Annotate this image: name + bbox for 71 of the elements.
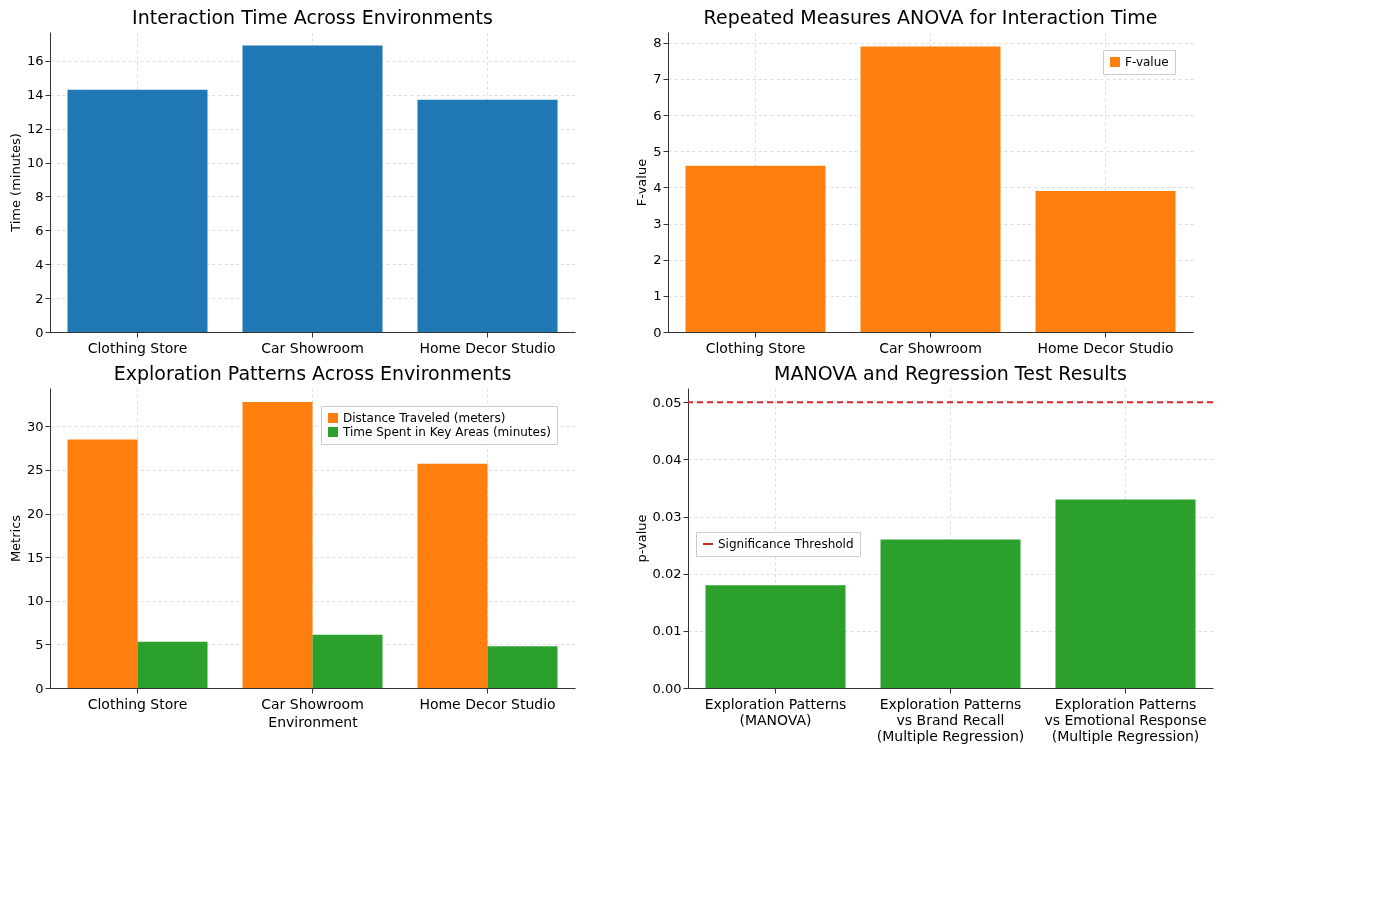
y-tick-label: 5 — [653, 143, 662, 159]
y-tick-label: 20 — [26, 506, 44, 522]
y-tick-label: 16 — [26, 53, 44, 69]
bar — [67, 89, 208, 332]
bar — [487, 646, 558, 688]
y-tick-label: 6 — [653, 107, 662, 123]
y-tick-label: 4 — [35, 256, 44, 272]
y-tick-label: 0.03 — [652, 509, 682, 525]
legend-label: Significance Threshold — [718, 537, 854, 551]
y-tick-label: 4 — [653, 179, 662, 195]
chart-title: Exploration Patterns Across Environments — [113, 362, 512, 384]
x-tick-label: Exploration Patterns vs Brand Recall (Multiple Regression) — [876, 695, 1025, 744]
bar — [242, 45, 383, 332]
bar — [312, 634, 383, 688]
x-tick-label: Home Decor Studio — [419, 695, 556, 712]
bar — [880, 539, 1021, 688]
y-tick-label: 25 — [26, 462, 44, 478]
bar — [67, 439, 138, 688]
y-axis-title: Time (minutes) — [7, 133, 23, 233]
chart-title: Repeated Measures ANOVA for Interaction Time — [703, 6, 1158, 28]
y-tick-label: 2 — [653, 252, 662, 268]
y-tick-label: 8 — [35, 188, 44, 204]
bar — [242, 401, 313, 688]
bar — [417, 463, 488, 688]
x-tick-label: Exploration Patterns (MANOVA) — [704, 695, 847, 728]
bar — [1035, 191, 1176, 332]
x-tick-label: Car Showroom — [261, 695, 364, 712]
y-tick-label: 0.04 — [652, 451, 682, 467]
y-tick-label: 0.00 — [652, 680, 682, 696]
x-tick-label: Home Decor Studio — [1037, 339, 1174, 356]
x-axis-title: Environment — [268, 713, 359, 730]
chart-title: Interaction Time Across Environments — [132, 6, 493, 28]
y-tick-label: 7 — [653, 71, 662, 87]
y-tick-label: 8 — [653, 35, 662, 51]
chart-title: MANOVA and Regression Test Results — [774, 362, 1127, 384]
bar — [685, 165, 826, 332]
y-tick-label: 0 — [35, 680, 44, 696]
x-tick-label: Exploration Patterns vs Emotional Response (Multiple Regression) — [1044, 695, 1207, 744]
y-tick-label: 14 — [26, 87, 44, 103]
y-tick-label: 3 — [653, 216, 662, 232]
y-tick-label: 6 — [35, 222, 44, 238]
y-axis-title: F-value — [634, 158, 650, 207]
y-tick-label: 0.02 — [652, 566, 682, 582]
y-tick-label: 10 — [26, 155, 44, 171]
legend-label: Distance Traveled (meters) — [343, 411, 506, 425]
x-tick-label: Home Decor Studio — [419, 339, 556, 356]
legend-label: Time Spent in Key Areas (minutes) — [342, 425, 551, 439]
y-tick-label: 0.05 — [652, 394, 682, 410]
bar — [137, 641, 208, 688]
y-axis-title: p-value — [633, 514, 649, 563]
y-tick-label: 10 — [26, 593, 44, 609]
x-tick-label: Clothing Store — [87, 339, 188, 356]
x-tick-label: Car Showroom — [261, 339, 364, 356]
bar — [1055, 499, 1196, 688]
y-tick-label: 12 — [26, 121, 44, 137]
y-axis-title: Metrics — [7, 514, 23, 563]
bar — [417, 99, 558, 332]
x-tick-label: Clothing Store — [87, 695, 188, 712]
y-tick-label: 0.01 — [652, 623, 682, 639]
y-tick-label: 15 — [26, 549, 44, 565]
y-tick-label: 0 — [35, 324, 44, 340]
bar — [860, 46, 1001, 332]
x-tick-label: Car Showroom — [879, 339, 982, 356]
y-tick-label: 0 — [653, 324, 662, 340]
y-tick-label: 30 — [26, 418, 44, 434]
y-tick-label: 2 — [35, 290, 44, 306]
x-tick-label: Clothing Store — [705, 339, 806, 356]
y-tick-label: 1 — [653, 288, 662, 304]
bar — [705, 585, 846, 688]
y-tick-label: 5 — [35, 636, 44, 652]
legend-label: F-value — [1125, 55, 1169, 69]
